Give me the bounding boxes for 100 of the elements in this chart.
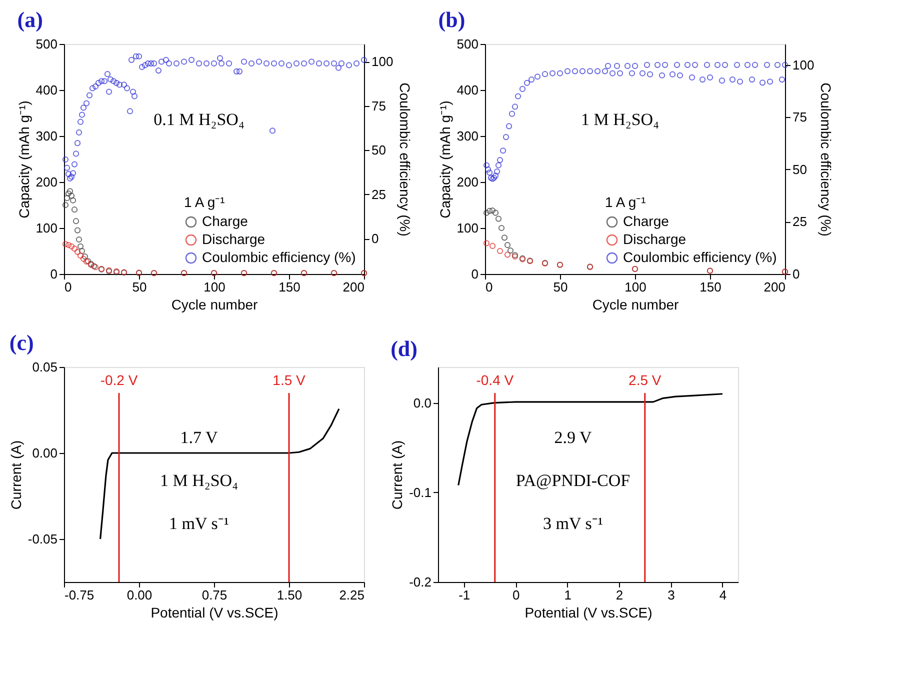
- point: [501, 234, 508, 241]
- y-axis-title: Capacity (mAh g⁻¹): [436, 100, 453, 218]
- x-tick-label: 200: [764, 280, 786, 294]
- y-tick-label: 300: [36, 128, 58, 144]
- point: [76, 236, 82, 243]
- y2-tick-label: 0: [792, 266, 800, 282]
- x-tick-label: 3: [668, 588, 675, 602]
- point: [71, 206, 78, 213]
- y2-tick-label: 75: [372, 98, 386, 114]
- point: [62, 202, 69, 208]
- x-tick-label: 2: [616, 588, 624, 602]
- y2-tick-label: 25: [792, 214, 807, 230]
- legend-label: Charge: [623, 213, 670, 229]
- y-tick-label: 0.05: [32, 360, 58, 374]
- x-tick-label: 100: [204, 280, 226, 294]
- y-tick-label: 500: [36, 36, 58, 52]
- point: [78, 248, 86, 254]
- point: [72, 218, 80, 224]
- point: [74, 227, 81, 234]
- ref-line-label: -0.4 V: [476, 372, 514, 388]
- point: [483, 240, 490, 246]
- x-tick-label: -1: [458, 588, 470, 602]
- point: [489, 207, 496, 214]
- x-tick-label: 200: [342, 280, 364, 294]
- y-tick-label: 300: [456, 128, 478, 144]
- chart-title: (d): [390, 336, 418, 361]
- y2-tick-label: 50: [792, 162, 807, 177]
- x-tick-label: 50: [132, 280, 147, 294]
- y2-tick-label: 75: [792, 110, 807, 125]
- y-tick-label: -0.2: [409, 574, 432, 590]
- x-tick-label: -0.75: [64, 588, 94, 602]
- y2-axis-title: Coulombic efficiency (%): [397, 82, 414, 236]
- x-tick-label: 1.50: [276, 588, 302, 602]
- legend-title: 1 A g⁻¹: [184, 194, 226, 210]
- y2-tick-label: 100: [372, 54, 394, 70]
- x-tick-label: 50: [553, 280, 568, 294]
- line-series: [100, 408, 340, 540]
- x-tick-label: 4: [719, 588, 727, 602]
- point: [82, 253, 88, 260]
- point: [495, 216, 502, 222]
- point: [62, 241, 69, 248]
- x-axis-title: Cycle number: [592, 296, 680, 312]
- point: [71, 246, 78, 252]
- y2-tick-label: 50: [372, 142, 386, 158]
- ref-line-label: -0.2 V: [100, 372, 138, 388]
- point: [504, 252, 511, 258]
- annotation: 1 M H₂SO₄: [581, 110, 660, 129]
- point: [80, 256, 87, 262]
- annotation: 1 M H₂SO₄: [160, 470, 238, 490]
- y2-tick-label: 25: [372, 186, 386, 202]
- x-tick-label: 0.75: [202, 588, 228, 602]
- y-tick-label: -0.1: [409, 484, 432, 500]
- y-tick-label: -0.05: [28, 532, 58, 546]
- y2-axis-title: Coulombic efficiency (%): [818, 82, 834, 236]
- point: [74, 248, 81, 255]
- legend-label: Discharge: [202, 231, 266, 247]
- point: [504, 242, 511, 248]
- ref-line-label: 1.5 V: [272, 372, 306, 388]
- x-tick-label: 1: [564, 588, 572, 602]
- annotation: 1 mV s⁻¹: [169, 514, 229, 533]
- x-tick-label: 100: [624, 280, 646, 294]
- y-tick-label: 400: [456, 82, 478, 98]
- x-tick-label: 0: [512, 588, 520, 602]
- x-tick-label: 2.25: [339, 588, 364, 602]
- point: [507, 247, 514, 254]
- y-axis-title: Capacity (mAh g⁻¹): [16, 100, 32, 218]
- chart-title: (a): [17, 7, 43, 32]
- y-tick-label: 0.00: [32, 446, 58, 460]
- y2-tick-label: 0: [372, 231, 379, 246]
- y2-tick-label: 100: [792, 57, 814, 72]
- y-tick-label: 100: [36, 220, 58, 236]
- point: [65, 242, 72, 248]
- point: [496, 248, 504, 254]
- point: [66, 188, 74, 194]
- x-axis-title: Potential (V vs.SCE): [524, 604, 652, 620]
- x-axis-title: Potential (V vs.SCE): [150, 604, 278, 620]
- legend-label: Coulombic efficiency (%): [623, 249, 777, 265]
- legend-label: Coulombic efficiency (%): [202, 249, 356, 265]
- y-tick-label: 500: [456, 36, 478, 52]
- legend-label: Discharge: [623, 231, 686, 247]
- y-tick-label: 0: [471, 266, 478, 282]
- point: [70, 197, 76, 204]
- chart-title: (b): [438, 7, 466, 32]
- point: [64, 195, 70, 202]
- point: [68, 192, 75, 199]
- annotation: PA@PNDI-COF: [516, 470, 630, 490]
- annotation: 1.7 V: [180, 428, 218, 447]
- x-tick-label: 0: [64, 280, 72, 294]
- chart-title: (c): [9, 330, 34, 355]
- y-tick-label: 0.0: [413, 395, 432, 410]
- point: [492, 210, 499, 216]
- ref-line-label: 2.5 V: [628, 372, 662, 388]
- point: [498, 224, 505, 232]
- point: [77, 252, 84, 259]
- annotation: 0.1 M H₂SO₄: [154, 110, 244, 129]
- y-tick-label: 100: [456, 220, 478, 236]
- y-axis-title: Current (A): [8, 440, 24, 510]
- point: [483, 210, 490, 216]
- point: [489, 242, 496, 249]
- x-tick-label: 0: [486, 280, 493, 294]
